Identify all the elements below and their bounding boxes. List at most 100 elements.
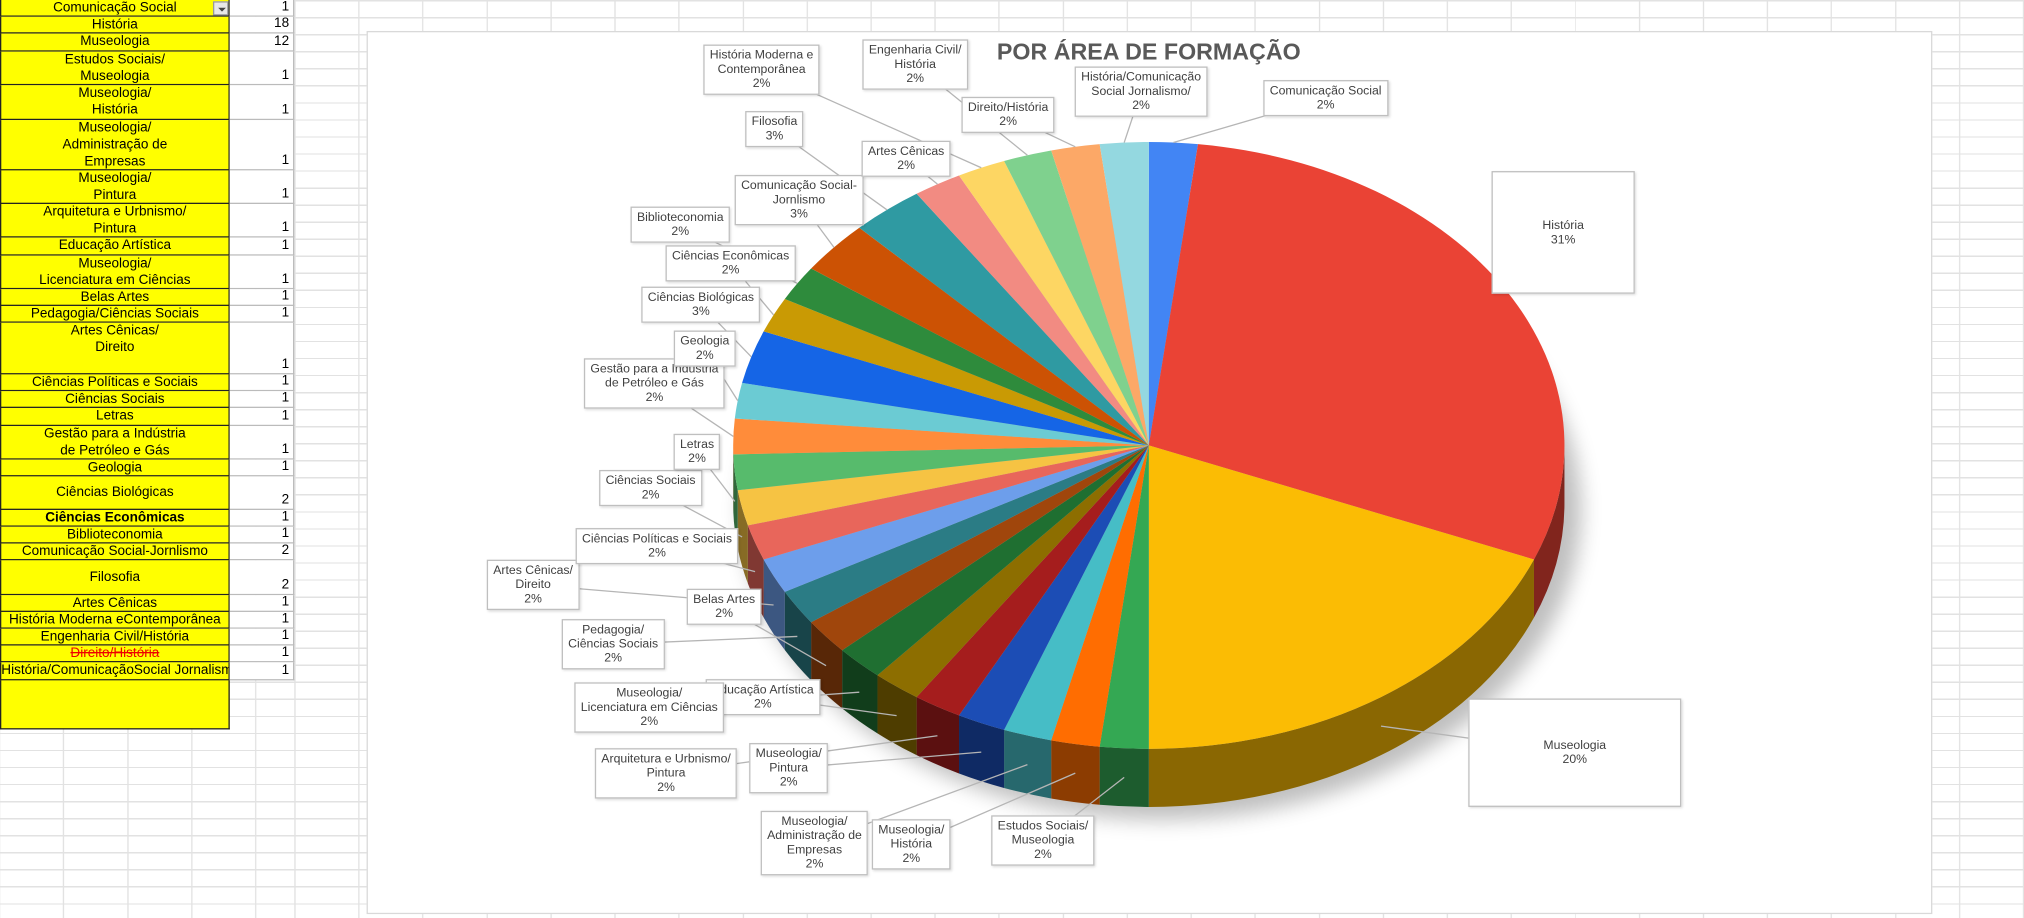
row-value: 2 (229, 476, 295, 510)
data-label: Ciências Econômicas 2% (665, 245, 796, 282)
category-label: Biblioteconomia (636, 210, 724, 225)
row-value: 12 (229, 33, 295, 52)
pie-slice (916, 175, 1149, 446)
row-value: 1 (229, 644, 295, 663)
category-label: História/Comunicação Social Jornalismo/ (1081, 70, 1202, 99)
category-label: Arquitetura e Urbnismo/ Pintura (601, 752, 731, 781)
percent-label: 2% (604, 651, 622, 666)
row-value: 1 (229, 305, 295, 323)
category-label: Comunicação Social (1269, 83, 1382, 99)
row-value: 1 (229, 627, 295, 646)
row-label: Comunicação Social-Jornlismo (0, 543, 230, 561)
pie-slice (1099, 142, 1149, 446)
data-label: Museologia 20% (1468, 698, 1682, 807)
pie-slice (811, 227, 1149, 446)
percent-label: 3% (765, 129, 784, 144)
percent-label: 20% (1562, 752, 1588, 767)
category-label: Estudos Sociais/ Museologia (997, 819, 1089, 848)
percent-label: 2% (524, 591, 542, 607)
data-label: Museologia/ Licenciatura em Ciências 2% (574, 682, 725, 733)
row-label: Pedagogia/Ciências Sociais (0, 305, 230, 323)
filter-dropdown[interactable] (212, 1, 229, 16)
percent-label: 2% (1132, 98, 1150, 113)
data-label: Museologia/ História 2% (871, 819, 951, 870)
row-label: Engenharia Civil/História (0, 628, 230, 646)
data-label: Museologia/ Pintura 2% (749, 743, 829, 794)
row-value: 1 (229, 255, 295, 290)
data-label: Geologia 2% (673, 330, 736, 367)
percent-label: 3% (692, 304, 710, 319)
data-label: Letras 2% (673, 433, 721, 470)
row-label: Museologia/ História (0, 85, 230, 121)
row-label: Ciências Sociais (0, 391, 230, 408)
pie-slice (747, 445, 1149, 560)
category-label: Geologia (680, 334, 730, 349)
pie-slice (737, 445, 1149, 526)
row-label: Geologia (0, 459, 230, 477)
slice-side (763, 559, 785, 651)
percent-label: 2% (805, 857, 824, 872)
slice-side (733, 454, 738, 549)
row-value: 2 (229, 560, 295, 596)
row-value: 1 (229, 426, 295, 460)
category-label: História Moderna e Contemporânea (709, 48, 814, 77)
category-label: Ciências Políticas e Sociais (582, 531, 732, 547)
category-label: Pedagogia/ Ciências Sociais (568, 622, 659, 652)
category-label: Letras (679, 437, 715, 452)
pie-slice (1099, 445, 1149, 749)
row-value: 1 (229, 662, 295, 681)
row-label: Ciências Econômicas (0, 509, 230, 527)
pie-slice (742, 331, 1149, 446)
pie-slice (811, 445, 1149, 651)
percent-label: 2% (1034, 847, 1052, 862)
row-label: Museologia (0, 33, 230, 52)
row-label: Artes Cênicas/ Direito (0, 322, 230, 375)
row-label: História/ComunicaçãoSocial Jornalismo (0, 662, 230, 681)
row-label: Museologia/ Pintura (0, 170, 230, 204)
row-value: 1 (229, 458, 295, 477)
pie-slice (1051, 144, 1149, 446)
data-label: História 31% (1491, 171, 1635, 294)
pie-slice (859, 193, 1149, 446)
pie-slice (1148, 445, 1534, 749)
percent-label: 2% (897, 158, 916, 174)
row-label: História Moderna eContemporânea (0, 611, 230, 629)
row-value: 1 (229, 373, 295, 392)
category-label: Direito/História (967, 100, 1049, 115)
percent-label: 2% (641, 488, 660, 503)
row-label: Biblioteconomia (0, 526, 230, 544)
category-label: Artes Cênicas (867, 144, 945, 159)
pie-slice (733, 418, 1149, 455)
pie-slice (763, 445, 1149, 592)
row-label: Letras (0, 407, 230, 427)
slice-side (1051, 740, 1100, 805)
category-label: Museologia (1543, 738, 1607, 753)
pie-slice (784, 445, 1149, 623)
percent-label: 2% (657, 780, 675, 795)
slice-side (1148, 559, 1534, 807)
row-value: 1 (229, 120, 295, 171)
data-label: Direito/História 2% (961, 96, 1055, 133)
category-label: Museologia/ Administração de Empresas (767, 814, 862, 858)
percent-label: 2% (648, 546, 666, 561)
category-label: Ciências Biológicas (647, 290, 755, 305)
percent-label: 2% (999, 114, 1017, 130)
row-value: 1 (229, 322, 295, 375)
row-value: 1 (229, 288, 295, 306)
category-label: Belas Artes (693, 592, 756, 607)
data-label: Artes Cênicas/ Direito 2% (486, 559, 580, 611)
slice-side (784, 591, 812, 681)
category-label: Museologia/ Licenciatura em Ciências (580, 686, 718, 715)
row-value: 1 (229, 237, 295, 256)
row-value: 1 (229, 525, 295, 544)
slice-side (1004, 729, 1052, 799)
percent-label: 2% (752, 76, 771, 92)
data-label: Pedagogia/ Ciências Sociais 2% (561, 619, 665, 670)
row-label: Comunicação Social (0, 0, 230, 17)
pie-slice (877, 445, 1149, 698)
row-value: 1 (229, 407, 295, 427)
row-label: Ciências Biológicas (0, 476, 230, 510)
pie-slice (784, 268, 1149, 446)
row-value: 1 (229, 85, 295, 121)
row-label: História (0, 16, 230, 34)
